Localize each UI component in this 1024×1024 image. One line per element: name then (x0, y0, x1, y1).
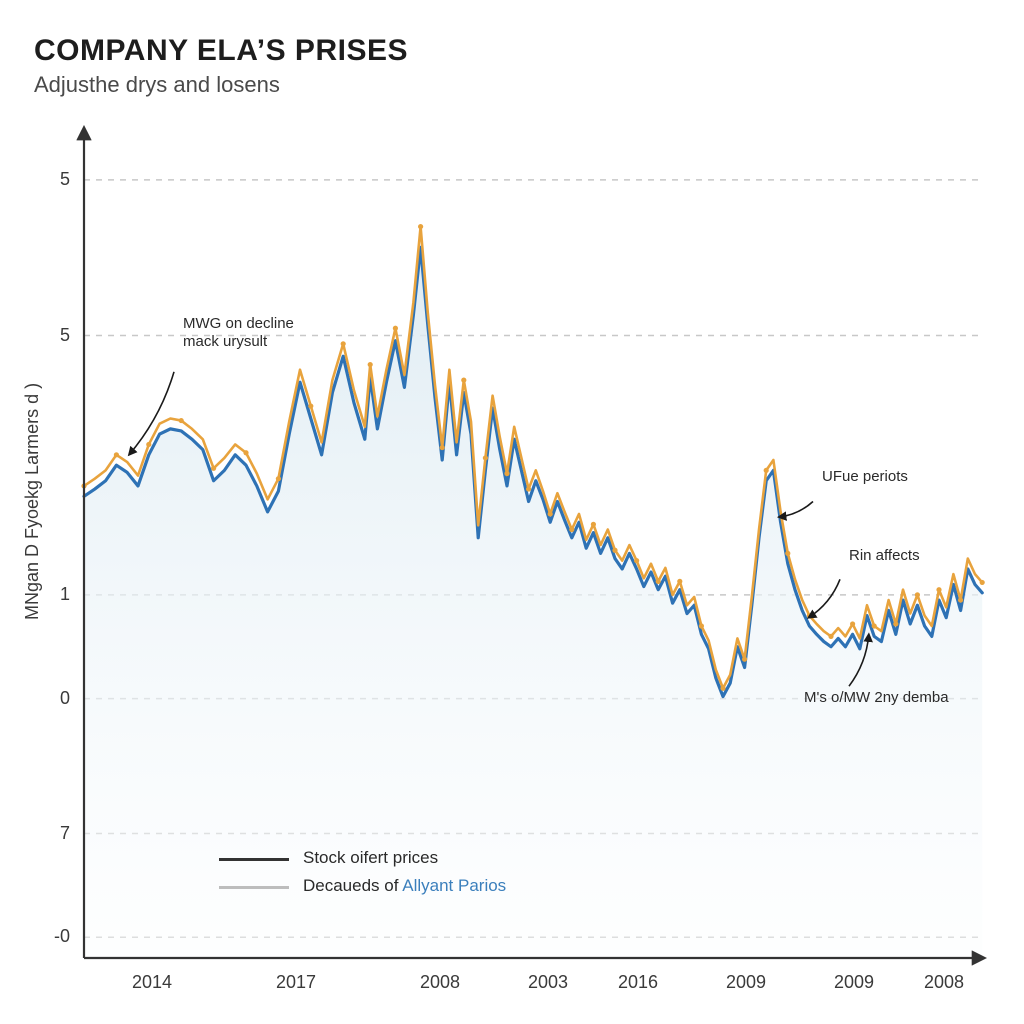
marker (341, 341, 346, 346)
x-tick-label: 2017 (276, 972, 316, 993)
y-tick-label: -0 (54, 926, 70, 947)
y-axis-label: MNgan D Fyoekg Larmers d ) (22, 383, 43, 620)
marker (146, 442, 151, 447)
x-tick-label: 2016 (618, 972, 658, 993)
chart-title: COMPANY ELA’S PRISES (34, 34, 408, 68)
marker (915, 592, 920, 597)
annotation: UFue periots (822, 468, 908, 485)
marker (211, 466, 216, 471)
marker (569, 527, 574, 532)
marker (308, 403, 313, 408)
marker (504, 471, 509, 476)
marker (393, 326, 398, 331)
marker (368, 362, 373, 367)
marker (720, 686, 725, 691)
y-tick-label: 5 (60, 169, 70, 190)
annotation-arrow (779, 502, 813, 518)
legend-label: Decaueds of Allyant Parios (303, 876, 506, 896)
marker (958, 597, 963, 602)
y-tick-label: 1 (60, 584, 70, 605)
marker (526, 486, 531, 491)
x-tick-label: 2014 (132, 972, 172, 993)
marker (828, 634, 833, 639)
marker (785, 551, 790, 556)
marker (548, 511, 553, 516)
marker (742, 657, 747, 662)
marker (936, 587, 941, 592)
marker (893, 621, 898, 626)
marker (677, 579, 682, 584)
chart-subtitle: Adjusthe drys and losens (34, 72, 280, 98)
y-tick-label: 5 (60, 325, 70, 346)
marker (612, 548, 617, 553)
marker (440, 445, 445, 450)
legend-label: Stock oifert prices (303, 848, 438, 868)
marker (114, 452, 119, 457)
marker (980, 580, 985, 585)
annotation: MWG on decline mack urysult (183, 315, 294, 350)
marker (699, 623, 704, 628)
marker (591, 522, 596, 527)
x-tick-label: 2009 (726, 972, 766, 993)
area-fill (84, 247, 982, 958)
marker (276, 476, 281, 481)
marker (764, 468, 769, 473)
x-tick-label: 2003 (528, 972, 568, 993)
annotation-arrow (809, 579, 841, 617)
marker (850, 621, 855, 626)
marker (634, 558, 639, 563)
marker (461, 378, 466, 383)
chart-svg (0, 0, 1024, 1024)
chart-root: COMPANY ELA’S PRISES Adjusthe drys and l… (0, 0, 1024, 1024)
marker (418, 224, 423, 229)
x-tick-label: 2009 (834, 972, 874, 993)
marker (483, 455, 488, 460)
y-tick-label: 0 (60, 688, 70, 709)
marker (872, 623, 877, 628)
annotation: Rin affects (849, 547, 920, 564)
marker (243, 450, 248, 455)
marker (656, 579, 661, 584)
x-tick-label: 2008 (924, 972, 964, 993)
annotation: M's o/MW 2ny demba (804, 689, 949, 706)
x-tick-label: 2008 (420, 972, 460, 993)
y-tick-label: 7 (60, 823, 70, 844)
marker (179, 418, 184, 423)
